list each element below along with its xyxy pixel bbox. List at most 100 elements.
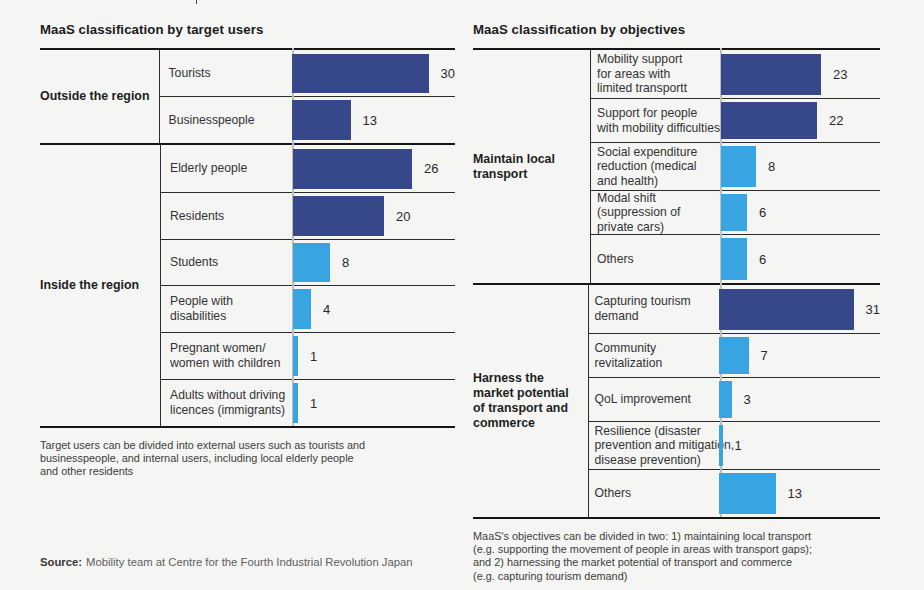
crop-mark xyxy=(196,0,197,4)
group-rows: Capturing tourismdemand31Communityrevita… xyxy=(588,285,880,517)
bar xyxy=(719,337,749,374)
bar xyxy=(293,336,298,376)
group-rows: Elderly people 26 Residents20 Students 8 Peop… xyxy=(160,145,455,426)
row-label-text: Students xyxy=(170,255,218,270)
bar xyxy=(721,102,817,139)
value-label: 26 xyxy=(424,161,438,176)
row-label-text: People withdisabilities xyxy=(170,294,233,323)
bar-cell: 6 xyxy=(721,191,880,234)
bar-cell: 1 xyxy=(719,422,880,469)
row-label: Social expenditurereduction (medicaland … xyxy=(591,143,721,190)
source-line: Source: Mobility team at Centre for the F… xyxy=(40,556,413,568)
value-label: 7 xyxy=(761,348,768,363)
row-label-text: Elderly people xyxy=(170,161,247,176)
bar xyxy=(719,381,732,418)
row-label-text: Businesspeople xyxy=(169,113,255,128)
table-row: Pregnant women/women with children1 xyxy=(161,332,455,379)
row-label-text: Others xyxy=(597,252,634,267)
row-label: Resilience (disasterprevention and mitig… xyxy=(589,422,719,469)
row-label: Residents xyxy=(161,193,293,239)
row-label-text: Support for peoplewith mobility difficul… xyxy=(597,106,720,135)
chart-title-objectives: MaaS classification by objectives xyxy=(473,22,880,37)
table-row: People withdisabilities 4 xyxy=(161,285,455,332)
bar xyxy=(292,100,351,140)
table-row: Capturing tourismdemand 31 xyxy=(589,285,880,333)
bar-cell: 4 xyxy=(293,286,455,332)
table-row: Mobility supportfor areas withlimited tr… xyxy=(591,50,880,98)
group-label-text: Outside the region xyxy=(40,89,149,104)
bar-cell: 31 xyxy=(719,285,880,333)
row-label: Mobility supportfor areas withlimited tr… xyxy=(591,50,721,98)
row-label: Communityrevitalization xyxy=(589,334,719,377)
bar-cell: 26 xyxy=(293,145,455,192)
source-text: Mobility team at Centre for the Fourth I… xyxy=(86,556,413,568)
table-row: Communityrevitalization 7 xyxy=(589,333,880,377)
bar-cell: 13 xyxy=(292,97,455,143)
row-label-text: Modal shift(suppression ofprivate cars) xyxy=(597,191,680,235)
table-row: Social expenditurereduction (medicaland … xyxy=(591,142,880,190)
bar xyxy=(293,243,330,282)
value-label: 8 xyxy=(342,255,349,270)
row-label-text: Communityrevitalization xyxy=(595,341,663,370)
row-label: Support for peoplewith mobility difficul… xyxy=(591,99,721,142)
bar-cell: 23 xyxy=(721,50,880,98)
group-label: Maintain localtransport xyxy=(473,50,590,283)
group-label: Outside the region xyxy=(40,50,159,143)
bar-cell: 30 xyxy=(292,50,455,96)
source-label: Source: xyxy=(40,556,82,568)
table-row: Support for peoplewith mobility difficul… xyxy=(591,98,880,142)
bar xyxy=(721,54,821,95)
row-label-text: Social expenditurereduction (medicaland … xyxy=(597,145,697,189)
row-label-text: Resilience (disasterprevention and mitig… xyxy=(595,424,735,468)
value-label: 3 xyxy=(744,392,751,407)
bar xyxy=(293,196,384,236)
row-label: Others xyxy=(589,470,719,517)
row-label-text: Others xyxy=(595,486,632,501)
value-label: 6 xyxy=(759,205,766,220)
bar xyxy=(719,289,854,330)
bar-cell: 6 xyxy=(721,235,880,283)
objectives-bar-table: Maintain localtransport Mobility supportf… xyxy=(473,48,880,519)
value-label: 1 xyxy=(310,349,317,364)
row-label: Students xyxy=(161,240,293,285)
bar xyxy=(721,238,747,280)
table-group: Maintain localtransport Mobility supportf… xyxy=(473,48,880,283)
row-label-text: Mobility supportfor areas withlimited tr… xyxy=(597,52,687,96)
table-row: Others 13 xyxy=(589,469,880,517)
row-label: Capturing tourismdemand xyxy=(589,285,719,333)
row-label: Adults without drivinglicences (immigran… xyxy=(161,380,293,426)
value-label: 13 xyxy=(788,486,802,501)
objectives-note: MaaS's objectives can be divided in two:… xyxy=(473,530,880,583)
bar xyxy=(719,425,723,466)
row-label: People withdisabilities xyxy=(161,286,293,332)
table-row: Adults without drivinglicences (immigran… xyxy=(161,379,455,426)
value-label: 6 xyxy=(759,252,766,267)
value-label: 31 xyxy=(866,302,880,317)
bar-cell: 8 xyxy=(721,143,880,190)
target-users-note: Target users can be divided into externa… xyxy=(40,439,455,479)
bar-cell: 3 xyxy=(719,378,880,421)
group-label-text: Maintain localtransport xyxy=(473,152,555,182)
table-row: Elderly people 26 xyxy=(161,145,455,192)
group-label: Harness themarket potentialof transport … xyxy=(473,285,588,517)
table-group: Inside the regionElderly people26Residen… xyxy=(40,143,455,426)
value-label: 8 xyxy=(768,159,775,174)
target-users-bar-table: Outside the region Tourists 30 Businesspeop… xyxy=(40,48,455,428)
value-label: 22 xyxy=(829,113,843,128)
row-label: Modal shift(suppression ofprivate cars) xyxy=(591,191,721,234)
bar-cell: 1 xyxy=(293,380,455,426)
row-label-text: Capturing tourismdemand xyxy=(595,294,691,323)
bar-cell: 13 xyxy=(719,470,880,517)
row-label: QoL improvement xyxy=(589,378,719,421)
group-rows: Tourists 30 Businesspeople 13 xyxy=(159,50,455,143)
bar xyxy=(721,146,756,187)
figure-canvas: MaaS classification by target users Outs… xyxy=(0,0,924,590)
bar xyxy=(719,473,776,514)
row-label: Others xyxy=(591,235,721,283)
table-row: Tourists 30 xyxy=(160,50,455,96)
bar-cell: 8 xyxy=(293,240,455,285)
bar-cell: 7 xyxy=(719,334,880,377)
table-row: QoL improvement 3 xyxy=(589,377,880,421)
row-label-text: Tourists xyxy=(169,66,211,81)
bar-cell: 20 xyxy=(293,193,455,239)
